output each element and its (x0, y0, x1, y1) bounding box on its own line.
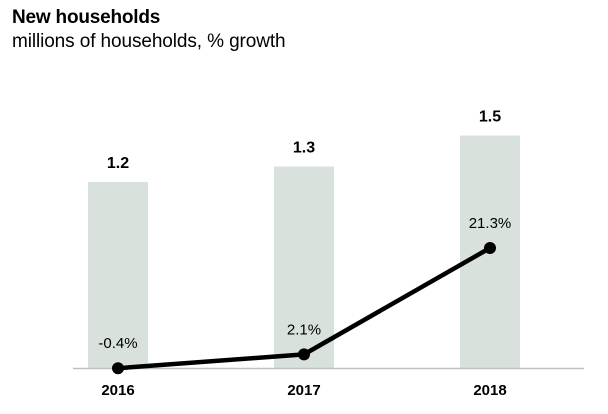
growth-value-label-2018: 21.3% (469, 215, 512, 232)
growth-value-label-2017: 2.1% (287, 321, 321, 338)
chart-title: New households (12, 7, 161, 28)
growth-point-2017 (298, 348, 310, 361)
x-tick-label-2016: 2016 (101, 382, 134, 399)
bar-value-label-2018: 1.5 (479, 109, 501, 126)
bar-value-label-2016: 1.2 (107, 155, 129, 172)
bar-2016 (88, 182, 148, 368)
bar-value-label-2017: 1.3 (293, 140, 315, 157)
growth-point-2016 (112, 362, 124, 375)
growth-value-label-2016: -0.4% (98, 335, 137, 352)
growth-point-2018 (484, 241, 496, 254)
bar-2017 (274, 166, 334, 368)
chart-subtitle: millions of households, % growth (12, 31, 286, 52)
x-tick-label-2018: 2018 (473, 382, 506, 399)
x-tick-label-2017: 2017 (287, 382, 320, 399)
